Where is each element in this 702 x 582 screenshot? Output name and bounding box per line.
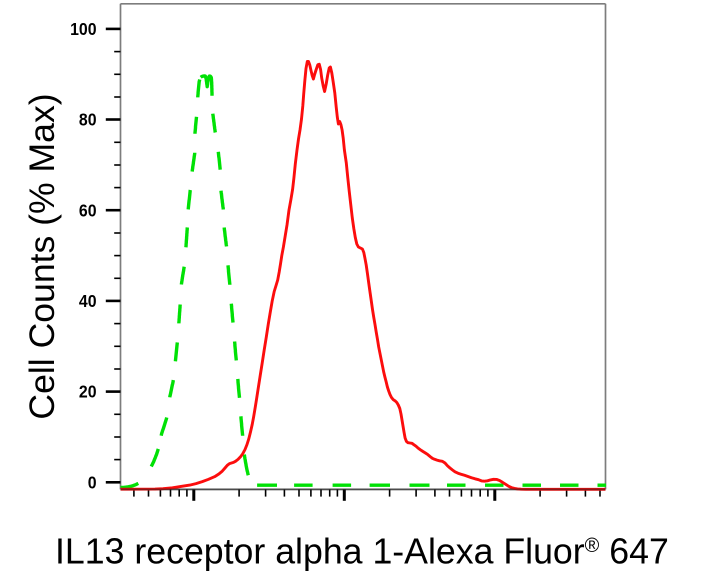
svg-text:Cell Counts (% Max): Cell Counts (% Max) — [22, 93, 62, 419]
svg-text:20: 20 — [79, 382, 97, 402]
svg-text:40: 40 — [79, 291, 97, 311]
svg-text:60: 60 — [79, 200, 97, 220]
svg-text:IL13 receptor alpha 1-Alexa Fl: IL13 receptor alpha 1-Alexa Fluor® 647 — [55, 532, 669, 572]
svg-text:80: 80 — [79, 110, 97, 130]
svg-text:100: 100 — [70, 19, 96, 39]
svg-text:0: 0 — [88, 472, 97, 492]
